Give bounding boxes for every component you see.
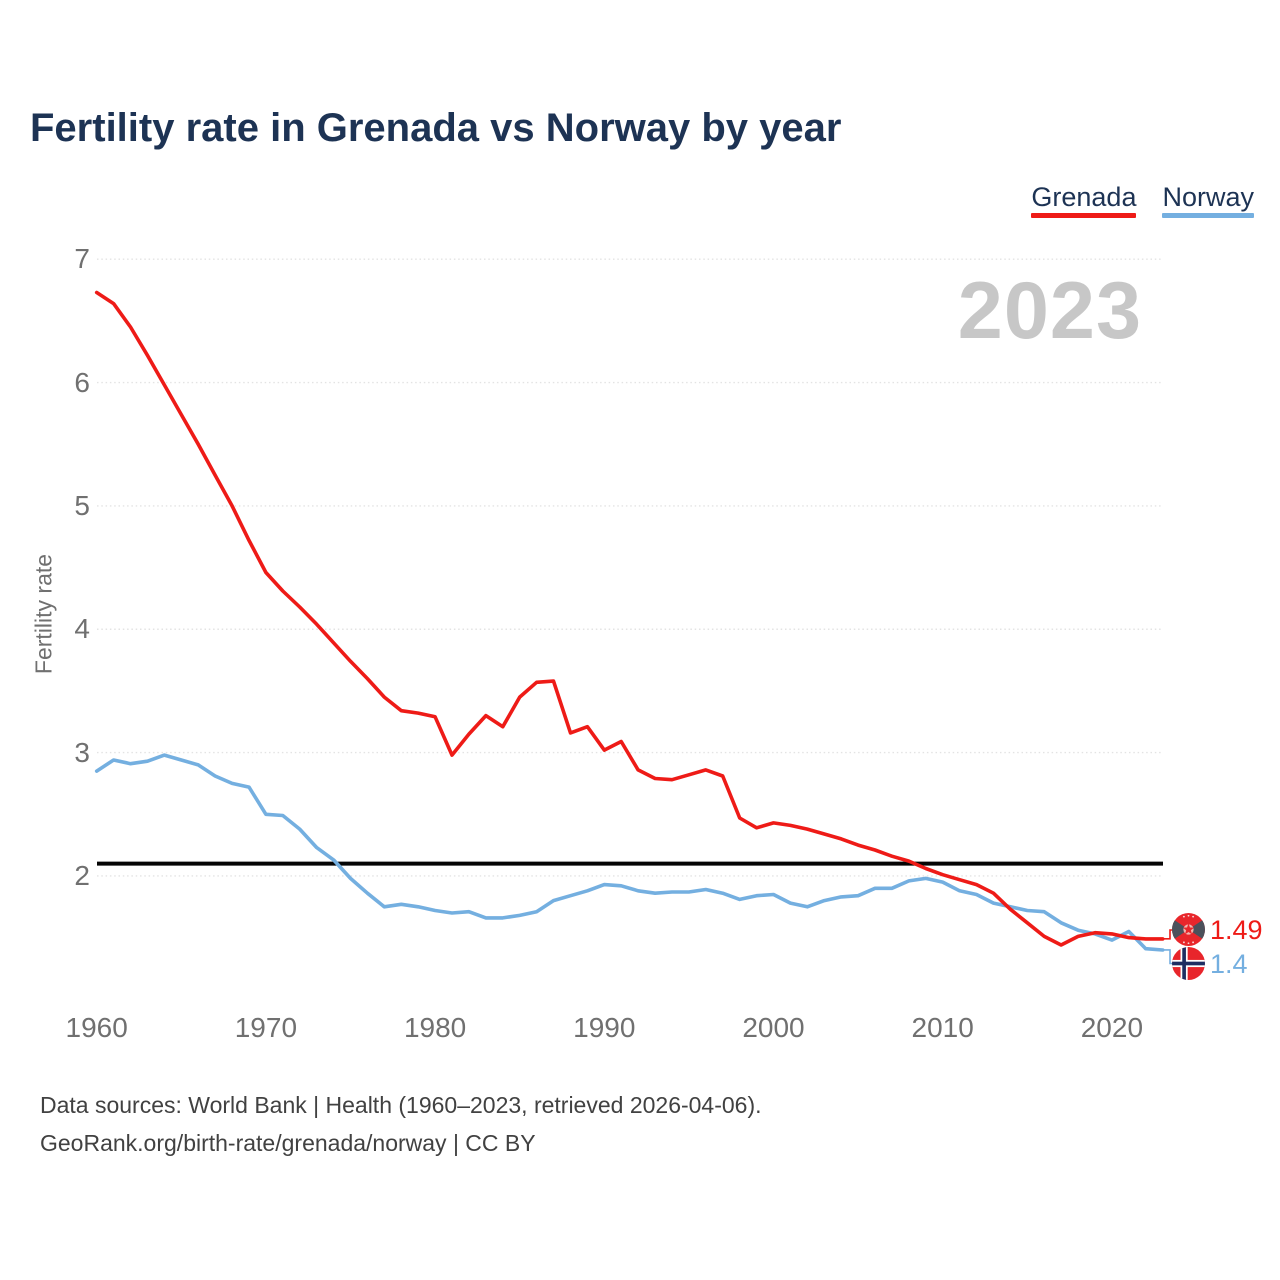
grenada-flag-icon <box>1172 913 1205 946</box>
year-watermark: 2023 <box>957 266 1142 356</box>
grenada-leader-line <box>1163 929 1173 940</box>
y-tick-label: 7 <box>74 243 90 275</box>
source-line-2: GeoRank.org/birth-rate/grenada/norway | … <box>40 1130 536 1156</box>
x-tick-label: 1990 <box>573 1012 636 1043</box>
legend-item-norway[interactable]: Norway <box>1162 184 1254 218</box>
x-tick-label: 2000 <box>742 1012 805 1043</box>
grenada-line[interactable] <box>94 290 1165 947</box>
end-value-norway: 1.4 <box>1210 949 1248 979</box>
y-tick-label: 6 <box>74 366 90 398</box>
norway-flag-icon <box>1172 947 1205 980</box>
legend-label-grenada: Grenada <box>1031 182 1137 212</box>
x-tick-label: 1960 <box>65 1012 128 1043</box>
source-note: Data sources: World Bank | Health (1960–… <box>40 1086 762 1162</box>
legend-item-grenada[interactable]: Grenada <box>1031 182 1137 218</box>
y-tick-label: 3 <box>74 736 90 768</box>
x-tick-label: 2020 <box>1080 1012 1144 1043</box>
norway-line[interactable] <box>94 753 1165 952</box>
source-line-1: Data sources: World Bank | Health (1960–… <box>40 1092 762 1118</box>
legend-color-bar-norway <box>1162 213 1254 218</box>
end-value-grenada: 1.49 <box>1210 915 1263 945</box>
y-tick-label: 4 <box>74 613 90 645</box>
chart-title: Fertility rate in Grenada vs Norway by y… <box>30 106 842 150</box>
legend: Grenada Norway <box>1031 184 1254 218</box>
x-tick-label: 1970 <box>234 1012 298 1043</box>
legend-label-norway: Norway <box>1162 182 1254 212</box>
x-tick-label: 2010 <box>911 1012 974 1043</box>
legend-color-bar-grenada <box>1031 213 1137 218</box>
norway-leader-line <box>1163 949 1173 965</box>
x-tick-label: 1980 <box>403 1012 467 1043</box>
y-tick-label: 5 <box>74 489 90 521</box>
y-tick-label: 2 <box>74 859 90 891</box>
